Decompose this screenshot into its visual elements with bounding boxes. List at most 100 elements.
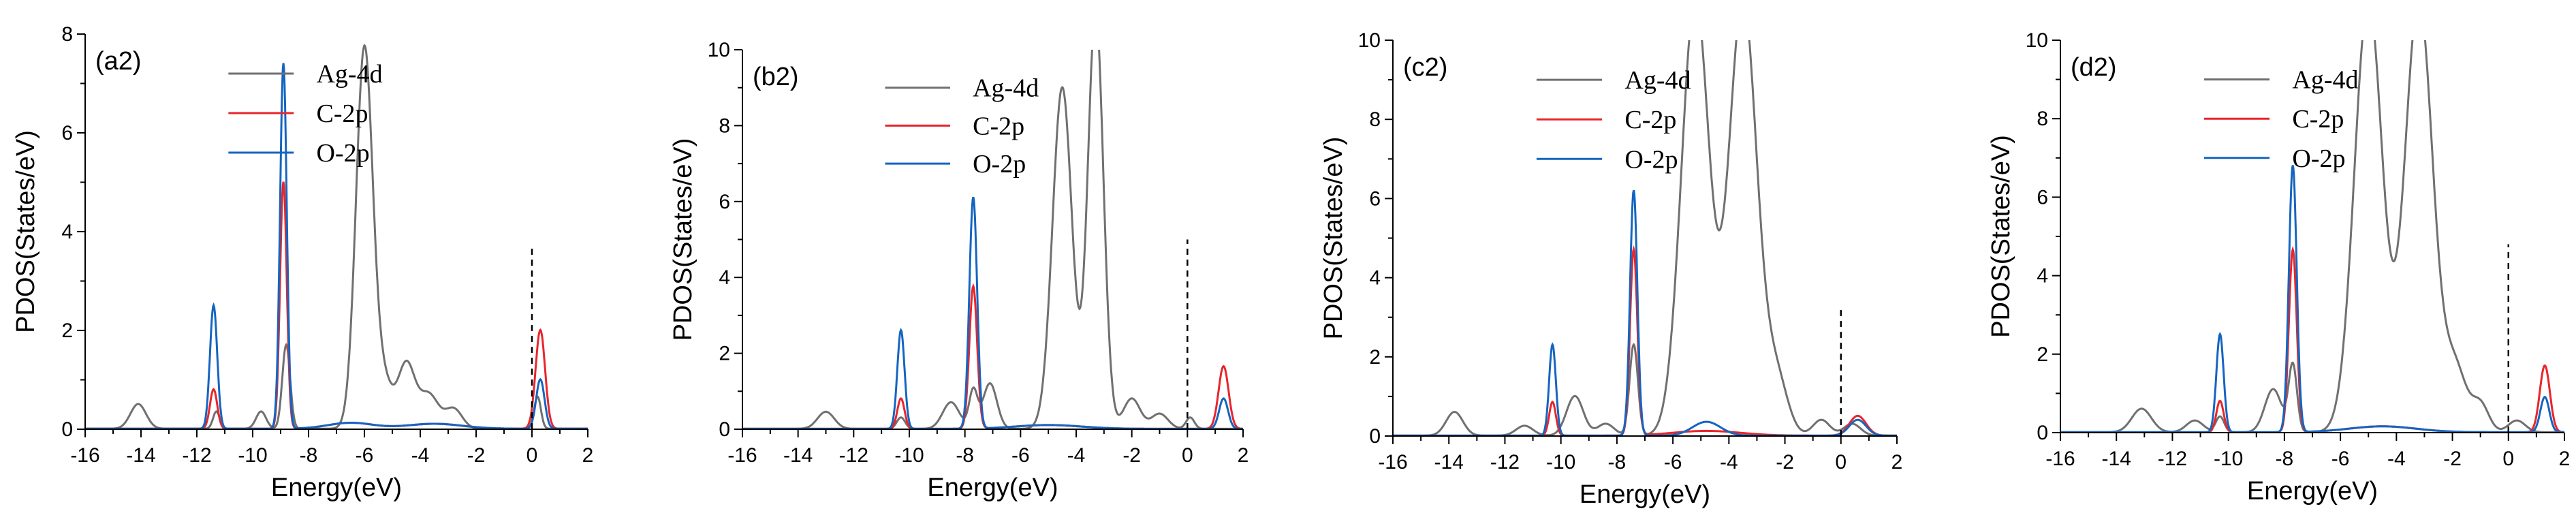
legend-label: C-2p (2292, 105, 2344, 134)
x-tick-label: -14 (1434, 451, 1464, 473)
x-tick-label: -2 (467, 444, 486, 467)
x-tick-label: -12 (1490, 451, 1520, 473)
x-tick-label: -14 (126, 444, 155, 467)
x-tick-label: -8 (300, 444, 318, 467)
y-tick-label: 6 (61, 122, 73, 144)
series-line-o-2p (1393, 189, 1897, 436)
x-tick-label: -6 (1011, 444, 1030, 467)
x-tick-label: 0 (1835, 451, 1847, 473)
x-axis-title: Energy(eV) (271, 473, 402, 502)
legend-label: O-2p (1624, 145, 1678, 174)
x-tick-label: -16 (727, 444, 757, 467)
legend-label: C-2p (316, 99, 368, 128)
legend-label: Ag-4d (973, 74, 1039, 103)
series-line-ag-4d (2060, 40, 2564, 433)
y-tick-label: 2 (2037, 343, 2048, 366)
x-tick-label: -2 (1776, 451, 1794, 473)
y-axis-title: PDOS(States/eV) (12, 130, 40, 333)
y-tick-label: 6 (1369, 187, 1381, 210)
x-tick-label: -2 (2443, 448, 2462, 470)
x-tick-label: -4 (1720, 451, 1738, 473)
y-tick-label: 2 (719, 343, 730, 365)
y-tick-label: 4 (1369, 267, 1381, 290)
x-tick-label: -12 (839, 444, 868, 467)
y-tick-label: 0 (719, 418, 730, 441)
y-tick-label: 6 (2037, 186, 2048, 208)
x-axis-title: Energy(eV) (1580, 480, 1710, 509)
panel-label: (d2) (2071, 53, 2117, 82)
x-tick-label: -8 (1608, 451, 1627, 473)
y-axis-title: PDOS(States/eV) (1987, 135, 2015, 338)
y-tick-label: 0 (1369, 425, 1381, 448)
x-tick-label: -16 (1378, 451, 1407, 473)
y-tick-label: 10 (708, 39, 730, 61)
panel-label: (c2) (1403, 53, 1447, 82)
y-tick-label: 8 (2037, 108, 2048, 130)
series-line-ag-4d (742, 50, 1243, 429)
x-tick-label: -12 (2158, 448, 2187, 470)
y-tick-label: 4 (719, 266, 730, 289)
panel-label: (b2) (753, 63, 799, 91)
x-tick-label: -14 (2102, 448, 2131, 470)
x-tick-label: -10 (238, 444, 267, 467)
x-tick-label: 2 (2559, 448, 2571, 470)
y-axis-title: PDOS(States/eV) (1319, 137, 1348, 340)
series-line-ag-4d (1393, 40, 1897, 436)
x-tick-label: -6 (356, 444, 374, 467)
y-tick-label: 10 (1358, 29, 1381, 52)
x-tick-label: -4 (2387, 448, 2406, 470)
x-tick-label: 2 (1238, 444, 1249, 467)
x-tick-label: -10 (1546, 451, 1575, 473)
series-line-o-2p (742, 196, 1243, 429)
y-tick-label: 8 (1369, 108, 1381, 131)
panel-b2: -16 -14 -12 -10 -8 -6 -4 -2 0 2 0 2 4 6 8 10 Energy(eV) P… (669, 39, 1249, 502)
legend-label: O-2p (2292, 144, 2345, 173)
y-tick-label: 0 (61, 418, 73, 441)
x-tick-label: -8 (956, 444, 974, 467)
legend-label: C-2p (973, 112, 1024, 140)
legend-label: O-2p (973, 150, 1026, 178)
legend-label: Ag-4d (1624, 66, 1691, 95)
panel-label: (a2) (95, 47, 142, 76)
x-tick-label: -6 (2331, 448, 2350, 470)
x-tick-label: -10 (2214, 448, 2243, 470)
legend-label: C-2p (1624, 106, 1676, 134)
legend-label: Ag-4d (2292, 66, 2358, 95)
x-tick-label: 2 (1891, 451, 1903, 473)
y-tick-label: 6 (719, 191, 730, 213)
x-axis-title: Energy(eV) (927, 473, 1058, 502)
x-tick-label: -6 (1664, 451, 1682, 473)
y-tick-label: 2 (1369, 346, 1381, 369)
series-line-c-2p (2060, 245, 2564, 433)
x-tick-label: -8 (2276, 448, 2294, 470)
y-tick-label: 4 (2037, 265, 2048, 288)
x-tick-label: -2 (1122, 444, 1141, 467)
x-tick-label: -12 (182, 444, 211, 467)
series-line-c-2p (85, 181, 588, 429)
panel-d2: -16 -14 -12 -10 -8 -6 -4 -2 0 2 0 2 4 6 8 10 Energy(eV) P… (1987, 29, 2571, 506)
x-tick-label: 0 (2502, 448, 2514, 470)
x-tick-label: -4 (411, 444, 430, 467)
series-line-o-2p (2060, 165, 2564, 433)
y-tick-label: 8 (719, 114, 730, 137)
legend-label: O-2p (316, 139, 369, 168)
panel-c2: -16 -14 -12 -10 -8 -6 -4 -2 0 2 0 2 4 6 8 10 Energy(eV) P… (1319, 29, 1903, 509)
x-tick-label: -4 (1067, 444, 1086, 467)
y-tick-label: 0 (2037, 422, 2048, 444)
y-tick-label: 10 (2026, 29, 2048, 52)
x-tick-label: 0 (527, 444, 538, 467)
x-tick-label: 0 (1182, 444, 1193, 467)
x-tick-label: -16 (70, 444, 99, 467)
x-tick-label: -14 (783, 444, 813, 467)
x-tick-label: -10 (894, 444, 924, 467)
series-line-c-2p (1393, 245, 1897, 436)
y-tick-label: 4 (61, 221, 73, 243)
y-tick-label: 2 (61, 320, 73, 342)
x-tick-label: 2 (582, 444, 594, 467)
x-axis-title: Energy(eV) (2247, 477, 2378, 506)
panel-a2: -16 -14 -12 -10 -8 -6 -4 -2 0 2 0 2 4 6 8 Energy(eV) PDO… (12, 23, 593, 502)
series-line-c-2p (742, 283, 1243, 429)
x-tick-label: -16 (2045, 448, 2075, 470)
y-axis-title: PDOS(States/eV) (669, 138, 697, 341)
